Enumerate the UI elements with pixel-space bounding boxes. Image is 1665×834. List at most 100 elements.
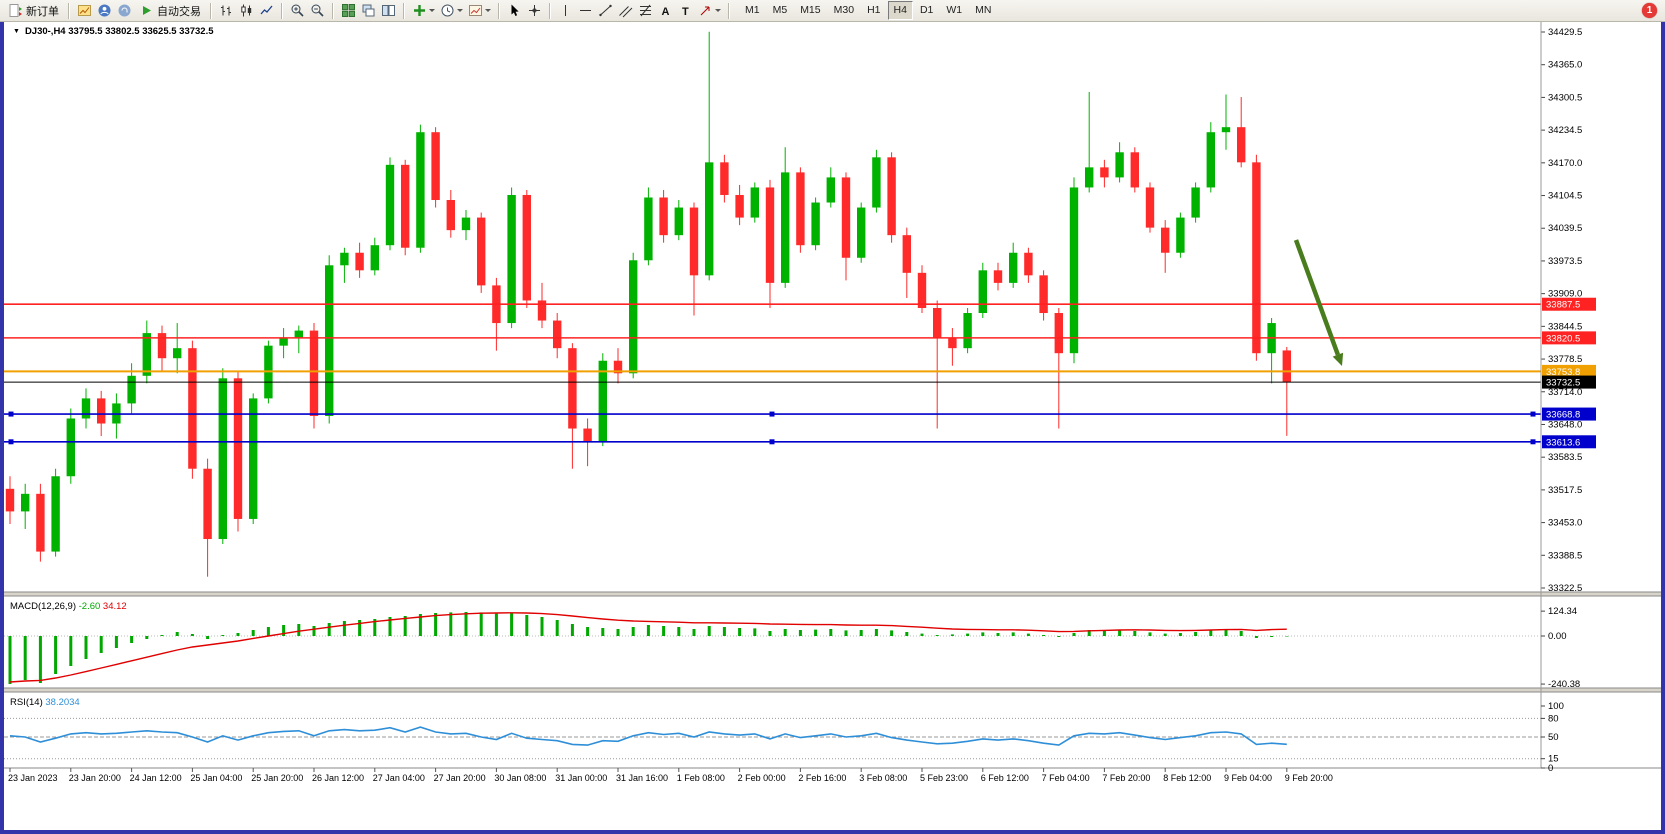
svg-text:33887.5: 33887.5	[1546, 300, 1580, 311]
profile-icon	[97, 3, 112, 18]
svg-text:9 Feb 04:00: 9 Feb 04:00	[1224, 773, 1272, 783]
templates-button[interactable]	[466, 2, 493, 20]
arrange-windows-button[interactable]	[379, 2, 398, 20]
crosshair-button[interactable]	[525, 2, 544, 20]
svg-text:27 Jan 20:00: 27 Jan 20:00	[434, 773, 486, 783]
profile-button[interactable]	[95, 2, 114, 20]
svg-text:27 Jan 04:00: 27 Jan 04:00	[373, 773, 425, 783]
tile-windows-button[interactable]	[339, 2, 358, 20]
text-tool-button[interactable]: A	[656, 2, 675, 20]
equidistant-channel-icon	[618, 3, 633, 18]
text-tool-icon: A	[658, 3, 673, 18]
clock-icon	[440, 3, 455, 18]
new-order-label: 新订单	[26, 5, 59, 18]
svg-text:34234.5: 34234.5	[1548, 125, 1582, 136]
vertical-line-button[interactable]	[556, 2, 575, 20]
bar-chart-button[interactable]	[217, 2, 236, 20]
cascade-windows-icon	[361, 3, 376, 18]
toolbar-separator	[549, 2, 551, 19]
chart-menu-arrow-icon[interactable]: ▼	[13, 28, 20, 35]
svg-text:-240.38: -240.38	[1548, 679, 1580, 690]
cascade-windows-button[interactable]	[359, 2, 378, 20]
new-order-button[interactable]: 新订单	[4, 2, 63, 20]
timeframe-m15-button[interactable]: M15	[800, 4, 821, 16]
svg-text:34429.5: 34429.5	[1548, 27, 1582, 38]
svg-text:2 Feb 16:00: 2 Feb 16:00	[798, 773, 846, 783]
svg-text:80: 80	[1548, 713, 1559, 724]
timeframe-group: M1 M5 M15 M30 H1 H4 D1 W1 MN	[739, 1, 997, 20]
arrows-tool-icon	[698, 3, 713, 18]
svg-text:3 Feb 08:00: 3 Feb 08:00	[859, 773, 907, 783]
svg-text:7 Feb 20:00: 7 Feb 20:00	[1102, 773, 1150, 783]
horizontal-line-button[interactable]	[576, 2, 595, 20]
svg-text:33753.8: 33753.8	[1546, 367, 1580, 378]
panel-splitters[interactable]	[4, 22, 1661, 769]
svg-text:33778.5: 33778.5	[1548, 354, 1582, 365]
zoom-out-icon	[310, 3, 325, 18]
svg-text:30 Jan 08:00: 30 Jan 08:00	[494, 773, 546, 783]
chart-background	[4, 22, 1661, 830]
zoom-out-button[interactable]	[308, 2, 327, 20]
svg-text:8 Feb 12:00: 8 Feb 12:00	[1163, 773, 1211, 783]
horizontal-line-icon	[578, 3, 593, 18]
label-tool-button[interactable]: T	[676, 2, 695, 20]
community-button[interactable]	[115, 2, 134, 20]
horizontal-lines[interactable]	[4, 303, 1541, 445]
timeframe-d1-button[interactable]: D1	[919, 4, 934, 16]
candlestick-chart-button[interactable]	[237, 2, 256, 20]
indicators-button[interactable]	[410, 2, 437, 20]
chart-window[interactable]: ▼ DJ30-,H4 33795.5 33802.5 33625.5 33732…	[4, 22, 1661, 830]
chart-ohlc-text: DJ30-,H4 33795.5 33802.5 33625.5 33732.5	[24, 26, 214, 37]
svg-text:RSI(14) 38.2034: RSI(14) 38.2034	[10, 697, 80, 708]
line-chart-button[interactable]	[257, 2, 276, 20]
svg-text:50: 50	[1548, 732, 1559, 743]
svg-text:23 Jan 20:00: 23 Jan 20:00	[69, 773, 121, 783]
toolbar-separator	[403, 2, 405, 19]
timeframe-h1-button[interactable]: H1	[867, 4, 881, 16]
time-axis[interactable]: 23 Jan 2023 23 Jan 20:00 24 Jan 12:00 25 Ja…	[8, 768, 1333, 783]
arrows-tool-button[interactable]	[696, 2, 723, 20]
templates-dropdown-caret	[485, 9, 491, 12]
arrange-windows-icon	[381, 3, 396, 18]
template-icon	[468, 3, 483, 18]
timeframe-h4-button[interactable]: H4	[887, 1, 913, 20]
price-axis[interactable]: 34429.5 34365.0 34300.5 34234.5 34170.0 34104…	[1541, 27, 1582, 594]
add-indicator-icon	[412, 3, 427, 18]
fibonacci-button[interactable]	[636, 2, 655, 20]
charts-window-button[interactable]	[75, 2, 94, 20]
timeframe-w1-button[interactable]: W1	[946, 4, 963, 16]
auto-trading-play-icon	[139, 3, 154, 18]
toolbar-separator	[498, 2, 500, 19]
toolbar-separator	[68, 2, 70, 19]
cursor-button[interactable]	[505, 2, 524, 20]
svg-text:33820.5: 33820.5	[1546, 333, 1580, 344]
svg-text:0: 0	[1548, 763, 1553, 774]
timeframe-m5-button[interactable]: M5	[772, 4, 788, 16]
auto-trading-button[interactable]: 自动交易	[135, 2, 205, 20]
svg-text:A: A	[662, 6, 670, 18]
periods-button[interactable]	[438, 2, 465, 20]
crosshair-icon	[527, 3, 542, 18]
trendline-button[interactable]	[596, 2, 615, 20]
notification-badge[interactable]: 1	[1642, 3, 1657, 18]
new-order-icon	[8, 3, 23, 18]
cursor-arrow-icon	[507, 3, 522, 18]
zoom-in-button[interactable]	[288, 2, 307, 20]
svg-text:9 Feb 20:00: 9 Feb 20:00	[1285, 773, 1333, 783]
channel-button[interactable]	[616, 2, 635, 20]
timeframe-m1-button[interactable]: M1	[745, 4, 760, 16]
timeframe-mn-button[interactable]: MN	[975, 4, 992, 16]
chart-canvas[interactable]: 34429.5 34365.0 34300.5 34234.5 34170.0 34104…	[4, 22, 1661, 830]
toolbar-separator	[210, 2, 212, 19]
timeframe-m30-button[interactable]: M30	[833, 4, 855, 16]
toolbar-separator	[332, 2, 334, 19]
chart-window-icon	[77, 3, 92, 18]
svg-text:33613.6: 33613.6	[1546, 437, 1580, 448]
trend-arrow-annotation[interactable]	[1293, 239, 1344, 366]
macd-panel: 124.34 0.00 -240.38 MACD(12,26,9) -2.60 34.…	[4, 601, 1580, 690]
svg-text:7 Feb 04:00: 7 Feb 04:00	[1042, 773, 1090, 783]
line-chart-icon	[259, 3, 274, 18]
tile-windows-icon	[341, 3, 356, 18]
